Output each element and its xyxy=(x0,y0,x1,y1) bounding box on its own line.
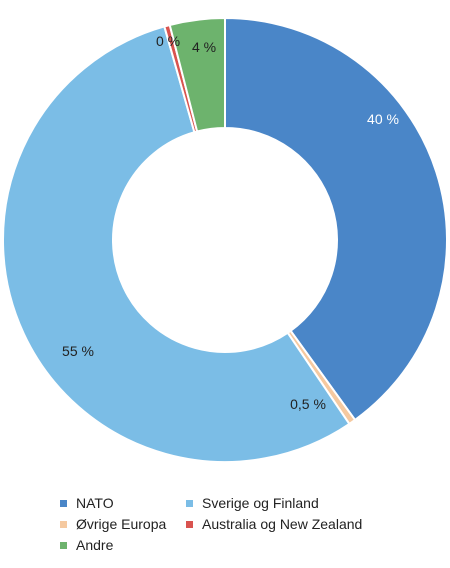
data-label-1: 0,5 % xyxy=(290,396,326,412)
legend-item-ovrige-europa: Øvrige Europa xyxy=(60,516,166,532)
legend-item-australia-nz: Australia og New Zealand xyxy=(186,516,362,532)
donut-slice-0 xyxy=(224,16,448,422)
legend-swatch-sverige-finland xyxy=(186,499,193,507)
data-label-0: 40 % xyxy=(367,111,399,127)
legend-label-ovrige-europa: Øvrige Europa xyxy=(76,516,167,532)
legend-item-andre: Andre xyxy=(60,537,113,553)
legend-label-australia-nz: Australia og New Zealand xyxy=(202,516,363,532)
donut-chart: 40 % 0,5 % 55 % 0 % 4 % xyxy=(2,16,448,463)
legend-swatch-australia-nz xyxy=(186,520,193,528)
data-label-2: 55 % xyxy=(62,343,94,359)
legend-item-nato: NATO xyxy=(60,495,114,511)
data-label-4: 4 % xyxy=(192,39,216,55)
donut-slice-2 xyxy=(2,25,351,463)
legend-label-nato: NATO xyxy=(76,495,114,511)
legend-label-sverige-finland: Sverige og Finland xyxy=(202,495,319,511)
legend-swatch-nato xyxy=(60,499,67,507)
legend-swatch-andre xyxy=(60,541,67,549)
legend-swatch-ovrige-europa xyxy=(60,520,67,528)
legend-label-andre: Andre xyxy=(76,537,114,553)
data-label-3: 0 % xyxy=(156,33,180,49)
donut-slice-4 xyxy=(168,16,226,133)
legend-item-sverige-finland: Sverige og Finland xyxy=(186,495,319,511)
